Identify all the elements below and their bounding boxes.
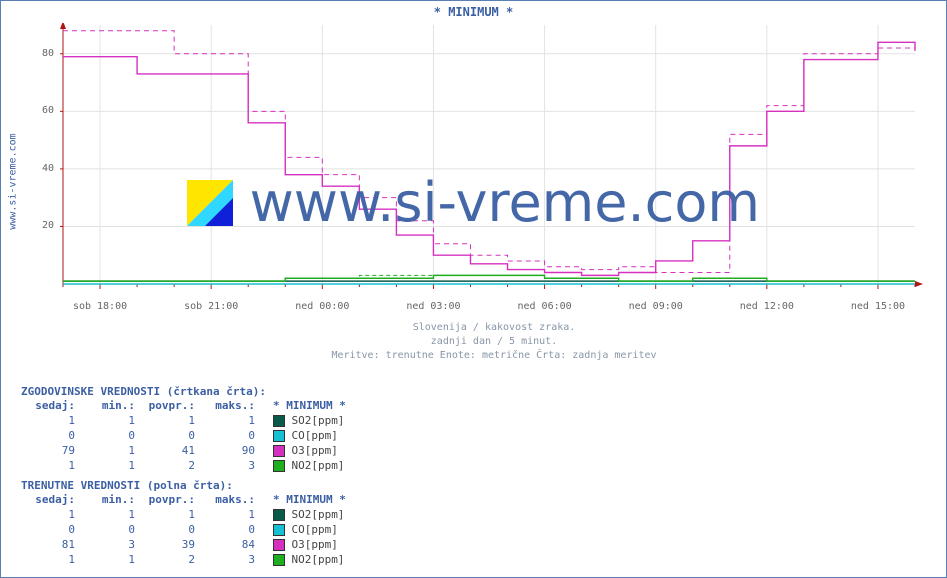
table-row: 0000CO[ppm] bbox=[21, 522, 352, 537]
xtick-label: sob 18:00 bbox=[73, 301, 127, 312]
ytick-label: 80 bbox=[4, 48, 54, 59]
cell-swatch bbox=[261, 522, 289, 537]
cell-maks: 3 bbox=[201, 552, 261, 567]
cell-sedaj: 1 bbox=[21, 413, 81, 428]
cell-povpr: 2 bbox=[141, 458, 201, 473]
cell-maks: 90 bbox=[201, 443, 261, 458]
caption-line-1: Slovenija / kakovost zraka. bbox=[59, 321, 929, 335]
col-povpr: povpr.: bbox=[141, 398, 201, 413]
cell-min: 0 bbox=[81, 522, 141, 537]
table-row: 0000CO[ppm] bbox=[21, 428, 352, 443]
col-min: min.: bbox=[81, 398, 141, 413]
caption-line-2: zadnji dan / 5 minut. bbox=[59, 335, 929, 349]
hist-table-title: ZGODOVINSKE VREDNOSTI (črtkana črta): bbox=[21, 385, 352, 398]
cell-swatch bbox=[261, 413, 289, 428]
table-row: 1111SO2[ppm] bbox=[21, 413, 352, 428]
table-header-row: sedaj: min.: povpr.: maks.: * MINIMUM * bbox=[21, 492, 352, 507]
cell-swatch bbox=[261, 443, 289, 458]
cell-swatch bbox=[261, 537, 289, 552]
cell-series-label: CO[ppm] bbox=[289, 428, 351, 443]
cell-sedaj: 1 bbox=[21, 458, 81, 473]
current-values-table: sedaj: min.: povpr.: maks.: * MINIMUM * … bbox=[21, 492, 352, 567]
cell-min: 3 bbox=[81, 537, 141, 552]
cell-series-label: NO2[ppm] bbox=[289, 552, 351, 567]
cell-series-label: O3[ppm] bbox=[289, 443, 351, 458]
cell-povpr: 2 bbox=[141, 552, 201, 567]
cell-povpr: 39 bbox=[141, 537, 201, 552]
curr-table-title: TRENUTNE VREDNOSTI (polna črta): bbox=[21, 479, 352, 492]
xtick-label: ned 15:00 bbox=[851, 301, 905, 312]
cell-min: 1 bbox=[81, 413, 141, 428]
cell-maks: 84 bbox=[201, 537, 261, 552]
chart-plot bbox=[59, 23, 929, 298]
table-row: 8133984 O3[ppm] bbox=[21, 537, 352, 552]
xtick-label: sob 21:00 bbox=[184, 301, 238, 312]
cell-sedaj: 0 bbox=[21, 522, 81, 537]
cell-min: 1 bbox=[81, 507, 141, 522]
table-row: 1111SO2[ppm] bbox=[21, 507, 352, 522]
cell-sedaj: 79 bbox=[21, 443, 81, 458]
cell-swatch bbox=[261, 458, 289, 473]
cell-swatch bbox=[261, 507, 289, 522]
cell-povpr: 0 bbox=[141, 522, 201, 537]
xtick-label: ned 09:00 bbox=[629, 301, 683, 312]
col-maks: maks.: bbox=[201, 398, 261, 413]
caption-line-3: Meritve: trenutne Enote: metrične Črta: … bbox=[59, 349, 929, 363]
cell-min: 1 bbox=[81, 443, 141, 458]
historical-values-table: sedaj: min.: povpr.: maks.: * MINIMUM * … bbox=[21, 398, 352, 473]
col-sedaj: sedaj: bbox=[21, 398, 81, 413]
cell-swatch bbox=[261, 428, 289, 443]
cell-min: 1 bbox=[81, 552, 141, 567]
xtick-label: ned 00:00 bbox=[295, 301, 349, 312]
ytick-label: 40 bbox=[4, 163, 54, 174]
cell-series-label: O3[ppm] bbox=[289, 537, 351, 552]
ytick-label: 20 bbox=[4, 220, 54, 231]
cell-series-label: NO2[ppm] bbox=[289, 458, 351, 473]
table-row: 1123NO2[ppm] bbox=[21, 552, 352, 567]
cell-maks: 1 bbox=[201, 507, 261, 522]
col-series: * MINIMUM * bbox=[261, 492, 352, 507]
ytick-label: 60 bbox=[4, 105, 54, 116]
xtick-label: ned 03:00 bbox=[406, 301, 460, 312]
side-link-wrap: www.si-vreme.com bbox=[3, 51, 23, 311]
cell-maks: 1 bbox=[201, 413, 261, 428]
col-sedaj: sedaj: bbox=[21, 492, 81, 507]
cell-min: 1 bbox=[81, 458, 141, 473]
cell-swatch bbox=[261, 552, 289, 567]
cell-series-label: SO2[ppm] bbox=[289, 507, 351, 522]
cell-sedaj: 0 bbox=[21, 428, 81, 443]
cell-sedaj: 81 bbox=[21, 537, 81, 552]
cell-maks: 3 bbox=[201, 458, 261, 473]
cell-povpr: 0 bbox=[141, 428, 201, 443]
site-link[interactable]: www.si-vreme.com bbox=[8, 133, 19, 229]
app-frame: * MINIMUM * www.si-vreme.com 20406080 so… bbox=[0, 0, 947, 578]
table-header-row: sedaj: min.: povpr.: maks.: * MINIMUM * bbox=[21, 398, 352, 413]
cell-povpr: 1 bbox=[141, 507, 201, 522]
cell-maks: 0 bbox=[201, 522, 261, 537]
cell-povpr: 41 bbox=[141, 443, 201, 458]
xtick-label: ned 06:00 bbox=[517, 301, 571, 312]
table-row: 7914190 O3[ppm] bbox=[21, 443, 352, 458]
cell-sedaj: 1 bbox=[21, 552, 81, 567]
col-series: * MINIMUM * bbox=[261, 398, 352, 413]
cell-series-label: SO2[ppm] bbox=[289, 413, 351, 428]
table-row: 1123NO2[ppm] bbox=[21, 458, 352, 473]
chart-caption: Slovenija / kakovost zraka. zadnji dan /… bbox=[59, 321, 929, 363]
col-maks: maks.: bbox=[201, 492, 261, 507]
cell-series-label: CO[ppm] bbox=[289, 522, 351, 537]
cell-min: 0 bbox=[81, 428, 141, 443]
cell-sedaj: 1 bbox=[21, 507, 81, 522]
xtick-label: ned 12:00 bbox=[740, 301, 794, 312]
col-povpr: povpr.: bbox=[141, 492, 201, 507]
col-min: min.: bbox=[81, 492, 141, 507]
cell-povpr: 1 bbox=[141, 413, 201, 428]
cell-maks: 0 bbox=[201, 428, 261, 443]
values-tables: ZGODOVINSKE VREDNOSTI (črtkana črta): se… bbox=[21, 379, 352, 567]
chart-title: * MINIMUM * bbox=[1, 5, 946, 19]
